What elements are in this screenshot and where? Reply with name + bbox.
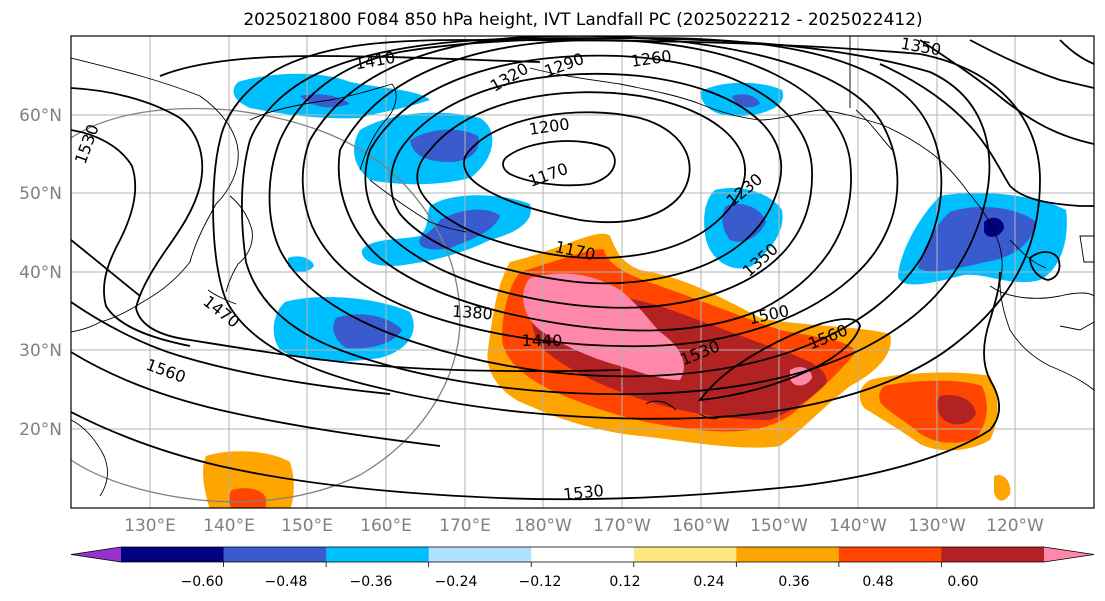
contour-label: 1440 — [522, 331, 563, 350]
lon-label-180w: 180°W — [514, 516, 572, 536]
blue-region-central-core — [419, 209, 500, 250]
lon-label-130e: 130°E — [124, 516, 176, 536]
region-circle — [71, 107, 461, 503]
colorbar-swatch — [326, 547, 430, 562]
colorbar-tick-labels: −0.60 −0.48 −0.36 −0.24 −0.12 0.12 0.24 … — [181, 574, 979, 590]
colorbar-tick-label: 0.60 — [947, 574, 978, 590]
lat-label-60n: 60°N — [19, 106, 62, 126]
navy-region-pacific-northwest — [984, 217, 1004, 237]
blue-region-gulf-alaska-core — [732, 94, 760, 108]
contour-label: 1350 — [899, 34, 942, 60]
red-orange-region-southwest — [229, 488, 266, 508]
colorbar-swatch — [223, 547, 327, 562]
colorbar-swatch — [736, 547, 840, 562]
lon-label-160w: 160°W — [672, 516, 730, 536]
blue-region-alaska-south-core — [722, 203, 766, 242]
lon-label-150w: 150°W — [750, 516, 808, 536]
blue-region-kamchatka — [233, 73, 430, 119]
contour-label: 1530 — [562, 481, 604, 504]
colorbar-tick-label: 0.24 — [693, 574, 724, 590]
colorbar-tick-label: −0.36 — [350, 574, 393, 590]
map-title: 2025021800 F084 850 hPa height, IVT Land… — [243, 10, 922, 30]
colorbar-swatch — [428, 547, 532, 562]
lon-label-120w: 120°W — [986, 516, 1044, 536]
lon-label-130w: 130°W — [908, 516, 966, 536]
colorbar-tick-label: 0.48 — [862, 574, 893, 590]
lon-label-140w: 140°W — [829, 516, 887, 536]
lon-label-150e: 150°E — [281, 516, 333, 536]
colorbar-extend-high — [1044, 547, 1094, 562]
colorbar-tick-label: −0.24 — [435, 574, 478, 590]
colorbar-tick-label: −0.12 — [519, 574, 562, 590]
longitude-labels: 130°E 140°E 150°E 160°E 170°E 180°W 170°… — [124, 516, 1044, 536]
colorbar-outline — [70, 546, 1095, 563]
lat-label-30n: 30°N — [19, 341, 62, 361]
colorbar-tick-label: −0.60 — [181, 574, 224, 590]
map-panel: 1410 1320 1290 1260 1350 1530 1200 1170 … — [70, 34, 1095, 509]
lat-label-20n: 20°N — [19, 420, 62, 440]
lon-label-160e: 160°E — [360, 516, 412, 536]
pink-region-main — [523, 273, 684, 380]
colorbar-swatch — [121, 547, 225, 562]
colorbar-swatch — [941, 547, 1045, 562]
orange-region-southwest — [203, 451, 294, 508]
colorbar-swatch — [838, 547, 942, 562]
map-frame — [70, 35, 1095, 509]
lon-label-170w: 170°W — [593, 516, 651, 536]
lon-label-170e: 170°E — [439, 516, 491, 536]
blue-region-subtropical-west-core — [333, 314, 402, 349]
coastlines — [71, 36, 1094, 497]
colorbar: −0.60 −0.48 −0.36 −0.24 −0.12 0.12 0.24 … — [70, 546, 1095, 590]
lat-label-40n: 40°N — [19, 263, 62, 283]
red-orange-region-subtropics-east — [879, 380, 987, 443]
latitude-labels: 60°N 50°N 40°N 30°N 20°N — [19, 106, 62, 440]
colorbar-swatch — [633, 547, 737, 562]
colorbar-tick-label: 0.12 — [609, 574, 640, 590]
colorbar-swatch — [531, 547, 635, 562]
contour-label: 1380 — [451, 302, 493, 324]
dark-red-region-subtropics-east — [937, 394, 976, 425]
colorbar-tick-label: 0.36 — [778, 574, 809, 590]
colorbar-extend-low — [71, 547, 121, 562]
lon-label-140e: 140°E — [203, 516, 255, 536]
blue-region-pacific-northwest-core — [918, 207, 1036, 272]
colorbar-tick-label: −0.48 — [265, 574, 308, 590]
orange-region-baja — [994, 474, 1011, 501]
height-contours — [71, 36, 1094, 501]
lat-label-50n: 50°N — [19, 184, 62, 204]
